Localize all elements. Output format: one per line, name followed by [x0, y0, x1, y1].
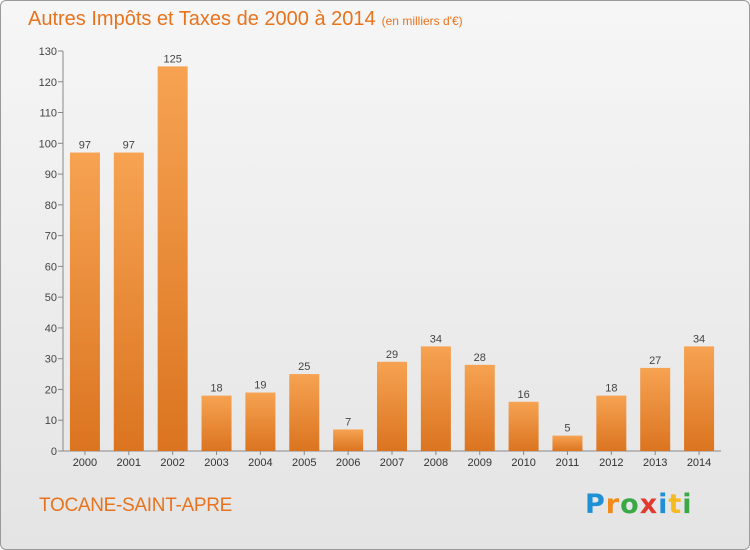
- y-tick-label: 90: [45, 169, 57, 181]
- x-tick-label: 2007: [380, 457, 404, 469]
- x-tick-label: 2004: [248, 457, 272, 469]
- y-tick-label: 40: [45, 323, 57, 335]
- x-tick-label: 2006: [336, 457, 360, 469]
- bar-2003: [201, 395, 232, 451]
- y-tick-label: 20: [45, 384, 57, 396]
- proxiti-logo: Proxiti: [585, 489, 693, 520]
- bar-2000: [69, 152, 100, 452]
- x-tick-label: 2010: [511, 457, 535, 469]
- bar-value-label: 29: [386, 349, 398, 361]
- logo-letter: x: [639, 489, 659, 520]
- bar-2008: [420, 346, 451, 451]
- bar-2002: [157, 66, 188, 451]
- x-tick-label: 2014: [687, 457, 711, 469]
- bar-value-label: 7: [345, 416, 351, 428]
- bar-2011: [552, 435, 583, 451]
- logo-letter: P: [585, 489, 606, 520]
- bar-2005: [289, 374, 320, 451]
- y-tick-label: 10: [45, 415, 57, 427]
- bar-2006: [333, 429, 364, 451]
- logo-letter: o: [620, 489, 640, 520]
- x-tick-label: 2008: [424, 457, 448, 469]
- bar-value-label: 34: [693, 333, 705, 345]
- bar-value-label: 16: [517, 389, 529, 401]
- y-axis: 0 10 20 30 40 50 60 70 80 90 100 110 120 130: [39, 46, 64, 458]
- x-tick-label: 2005: [292, 457, 316, 469]
- y-tick-label: 50: [45, 292, 57, 304]
- chart-title-text: Autres Impôts et Taxes de 2000 à 2014: [28, 8, 376, 30]
- y-tick-label: 70: [45, 231, 57, 243]
- bar-value-label: 18: [210, 383, 222, 395]
- x-tick-label: 2012: [599, 457, 623, 469]
- logo-letter: r: [605, 489, 621, 520]
- bar-2004: [245, 392, 276, 451]
- bar-value-label: 28: [474, 352, 486, 364]
- y-tick-label: 100: [39, 138, 57, 150]
- y-tick-label: 130: [39, 46, 57, 58]
- logo-letter: i: [658, 489, 669, 520]
- y-tick-label: 80: [45, 200, 57, 212]
- bar-2007: [377, 361, 407, 451]
- bar-value-label: 125: [163, 53, 181, 65]
- bar-value-label: 25: [298, 361, 310, 373]
- bar-value-label: 5: [564, 423, 570, 435]
- bar-2014: [684, 346, 715, 451]
- logo-letter: i: [682, 489, 693, 520]
- bar-value-label: 97: [79, 140, 91, 152]
- bar-value-label: 34: [430, 333, 442, 345]
- bar-2001: [113, 152, 144, 452]
- x-tick-label: 2003: [204, 457, 228, 469]
- bar-2009: [464, 364, 495, 451]
- y-tick-label: 120: [39, 77, 57, 89]
- bar-2012: [596, 395, 627, 451]
- x-tick-label: 2002: [160, 457, 184, 469]
- chart-title: Autres Impôts et Taxes de 2000 à 2014 (en…: [28, 8, 463, 31]
- x-tick-label: 2009: [467, 457, 491, 469]
- bar-value-label: 97: [123, 140, 135, 152]
- y-tick-label: 0: [51, 446, 57, 458]
- y-tick-label: 110: [39, 108, 57, 120]
- bar-labels: 97 97 125 18 19 25 7 29 34 28 16 5 18 27 34: [79, 53, 705, 434]
- x-tick-label: 2001: [117, 457, 141, 469]
- bar-2010: [508, 401, 539, 451]
- x-tick-label: 2000: [73, 457, 97, 469]
- logo-letter: t: [668, 489, 683, 520]
- x-axis: 2000 2001 2002 2003 2004 2005 2006 2007 2008 2009…: [63, 450, 721, 469]
- x-tick-label: 2011: [556, 457, 580, 469]
- x-tick-label: 2013: [643, 457, 667, 469]
- commune-name: TOCANE-SAINT-APRE: [39, 495, 233, 516]
- bar-value-label: 19: [254, 380, 266, 392]
- y-tick-label: 60: [45, 261, 57, 273]
- bar-2013: [640, 367, 671, 451]
- bars: [69, 66, 715, 452]
- bar-value-label: 18: [605, 383, 617, 395]
- chart-unit: (en milliers d'€): [381, 14, 463, 28]
- bar-value-label: 27: [649, 355, 661, 367]
- y-tick-label: 30: [45, 354, 57, 366]
